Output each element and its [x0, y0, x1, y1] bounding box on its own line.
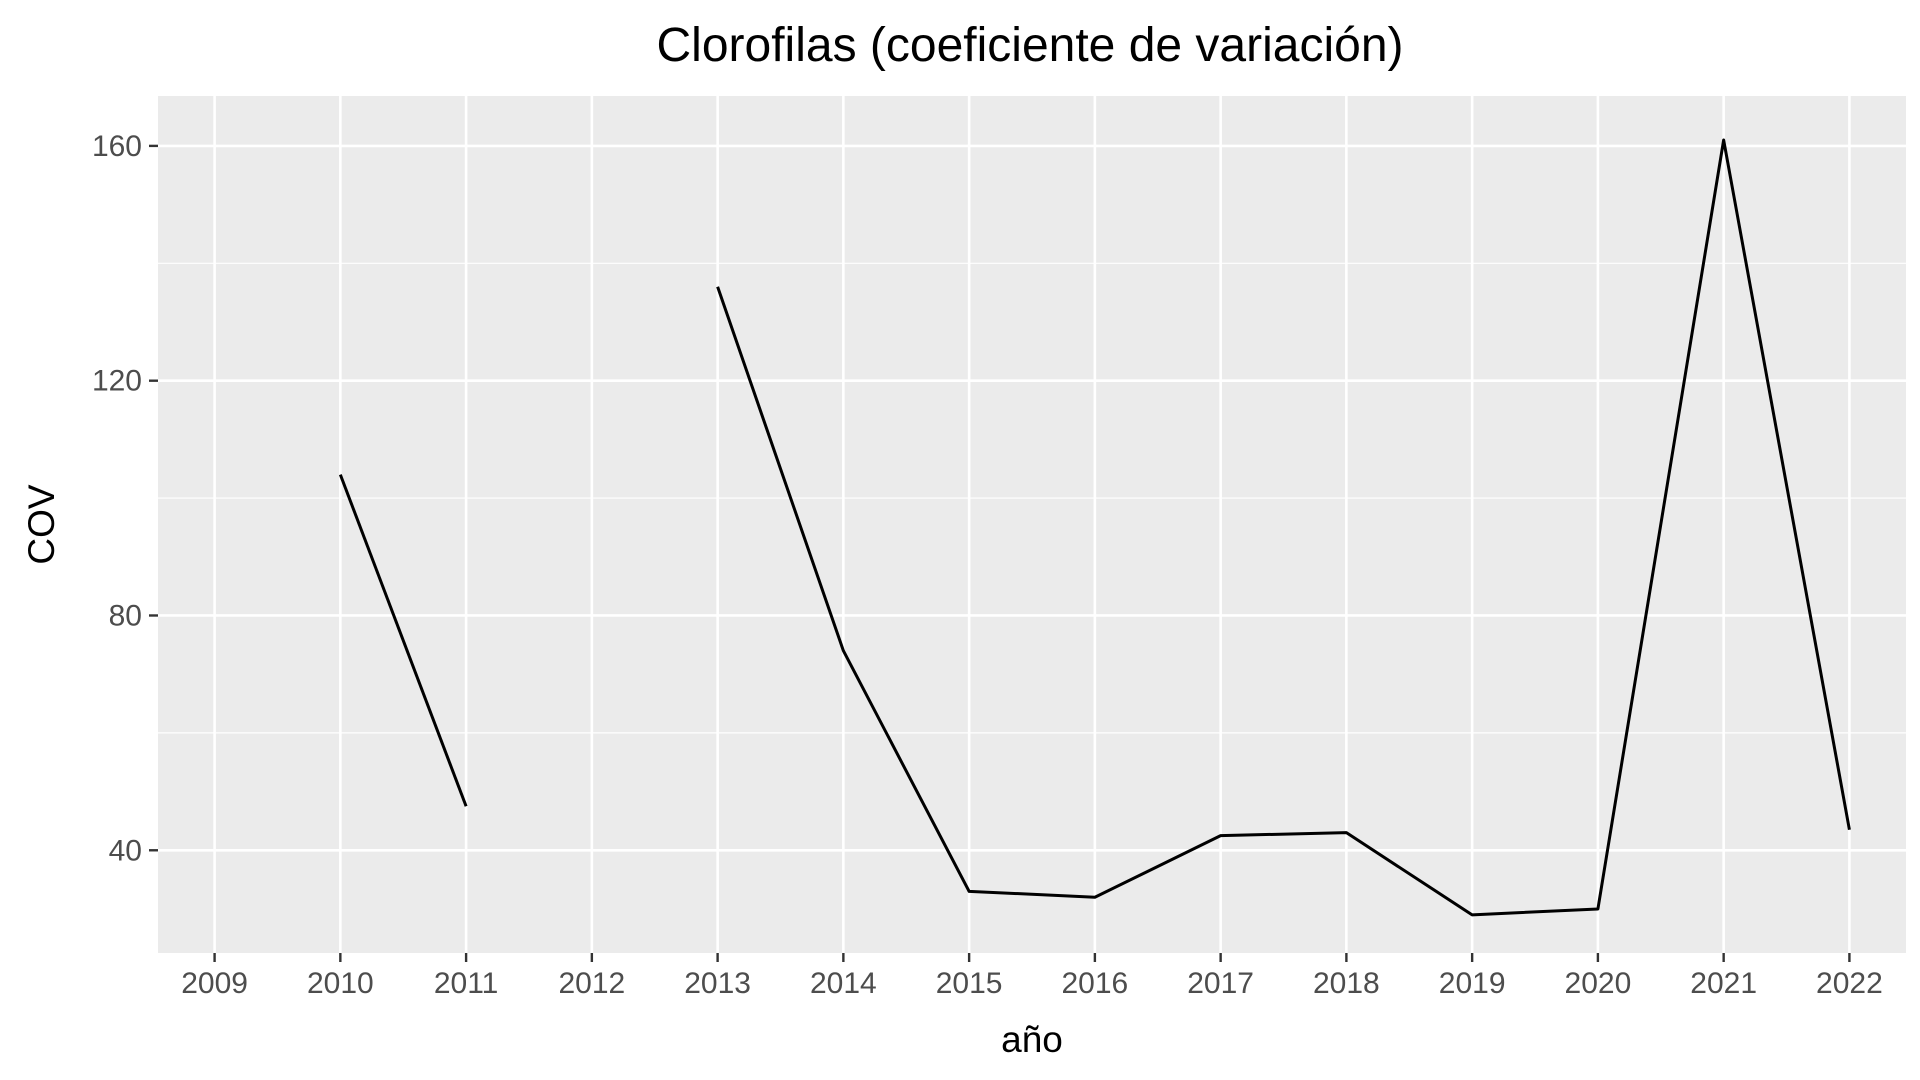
major-grid: [158, 96, 1906, 953]
x-axis: 2009 2010 2011 2012 2013 2014 2015 2016 2017 2018…: [181, 953, 1883, 1000]
y-tick-label: 160: [92, 130, 142, 163]
x-tick-label: 2010: [307, 967, 374, 1000]
x-tick-label: 2020: [1565, 967, 1632, 1000]
chart-title: Clorofilas (coeficiente de variación): [657, 19, 1404, 72]
x-tick-label: 2009: [181, 967, 248, 1000]
x-tick-label: 2015: [936, 967, 1003, 1000]
y-tick-label: 120: [92, 365, 142, 398]
x-tick-label: 2016: [1062, 967, 1129, 1000]
x-tick-label: 2017: [1187, 967, 1254, 1000]
y-axis: 40 80 120 160: [92, 130, 158, 867]
y-axis-title: COV: [21, 484, 62, 565]
series-layer: [338, 138, 1851, 917]
x-tick-label: 2011: [434, 967, 499, 1000]
y-tick-label: 40: [109, 834, 142, 867]
series-line-segment: [716, 138, 1851, 917]
y-tick-label: 80: [109, 599, 142, 632]
series-line-segment: [338, 474, 468, 807]
x-axis-title: año: [1001, 1019, 1063, 1060]
x-tick-label: 2019: [1439, 967, 1506, 1000]
x-tick-label: 2021: [1690, 967, 1757, 1000]
x-tick-label: 2022: [1816, 967, 1883, 1000]
x-tick-label: 2013: [684, 967, 751, 1000]
x-tick-label: 2018: [1313, 967, 1380, 1000]
x-tick-label: 2014: [810, 967, 877, 1000]
plot-panel: [158, 96, 1906, 953]
x-tick-label: 2012: [558, 967, 625, 1000]
minor-grid: [158, 262, 1906, 734]
